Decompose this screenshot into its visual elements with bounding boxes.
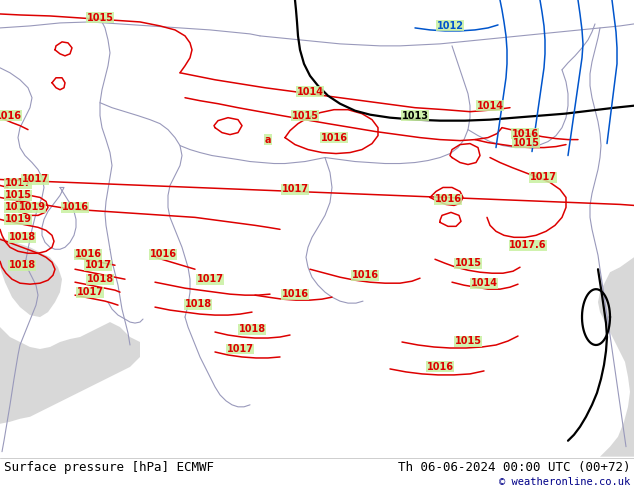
Text: 1017: 1017 (84, 260, 112, 270)
Text: 1017: 1017 (77, 287, 103, 297)
Polygon shape (0, 237, 62, 317)
Text: 1016: 1016 (434, 195, 462, 204)
Text: 1015: 1015 (455, 336, 481, 346)
Text: 1016: 1016 (61, 202, 89, 212)
Text: Th 06-06-2024 00:00 UTC (00+72): Th 06-06-2024 00:00 UTC (00+72) (398, 461, 630, 474)
Text: 1016: 1016 (75, 249, 101, 259)
Text: © weatheronline.co.uk: © weatheronline.co.uk (499, 477, 630, 487)
Text: 1015: 1015 (292, 111, 318, 121)
Text: a: a (265, 135, 271, 145)
Text: 1015: 1015 (86, 13, 113, 23)
Text: 1015: 1015 (512, 138, 540, 147)
Text: 1019: 1019 (18, 202, 46, 212)
Text: 1018: 1018 (184, 299, 212, 309)
Text: 1017: 1017 (226, 344, 254, 354)
Polygon shape (598, 257, 634, 457)
Text: 1016: 1016 (150, 249, 176, 259)
Text: 1017: 1017 (281, 184, 309, 195)
Text: 1017: 1017 (22, 174, 48, 184)
Text: Surface pressure [hPa] ECMWF: Surface pressure [hPa] ECMWF (4, 461, 214, 474)
Text: 1016: 1016 (321, 133, 347, 143)
Text: 1016: 1016 (427, 362, 453, 372)
Text: 1014: 1014 (477, 100, 503, 111)
Text: 1016: 1016 (351, 270, 378, 280)
Text: 1018: 1018 (8, 232, 36, 243)
Text: 1017: 1017 (4, 178, 32, 189)
Text: 1014: 1014 (297, 87, 323, 97)
Text: 1017: 1017 (529, 172, 557, 182)
Text: 1018: 1018 (238, 324, 266, 334)
Text: 1019: 1019 (4, 202, 32, 212)
Text: 1013: 1013 (401, 111, 429, 121)
Text: 1014: 1014 (470, 278, 498, 288)
Text: 1017.6: 1017.6 (509, 240, 547, 250)
Text: 1012: 1012 (436, 21, 463, 31)
Text: 1016: 1016 (0, 111, 22, 121)
Text: 1015: 1015 (455, 258, 481, 268)
Text: 1019: 1019 (4, 214, 32, 224)
Text: 1018: 1018 (86, 274, 113, 284)
Text: 1017: 1017 (197, 274, 224, 284)
Text: 1016: 1016 (281, 289, 309, 299)
Text: 1018: 1018 (8, 260, 36, 270)
Polygon shape (0, 322, 140, 457)
Text: 1015: 1015 (4, 191, 32, 200)
Text: 1016: 1016 (512, 128, 538, 139)
